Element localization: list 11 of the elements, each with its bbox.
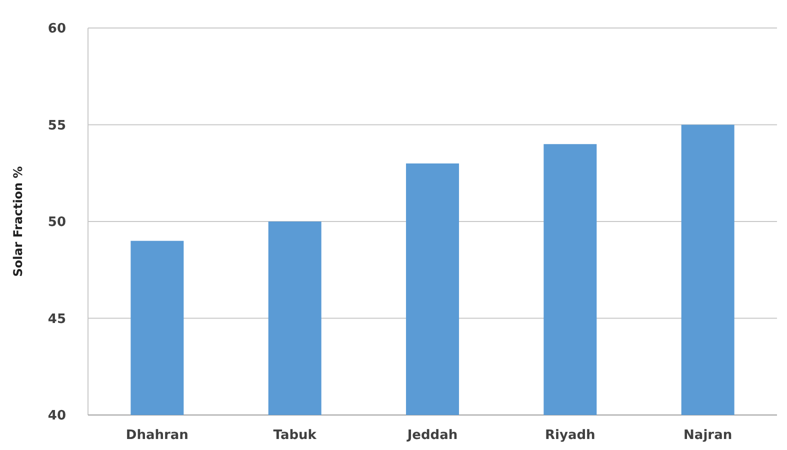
y-tick-label: 55 [48, 118, 66, 134]
x-tick-label: Jeddah [406, 428, 458, 443]
x-tick-label: Dhahran [126, 428, 188, 443]
x-tick-label: Najran [684, 428, 732, 443]
y-tick-label: 40 [48, 408, 66, 424]
x-tick-label: Tabuk [273, 428, 317, 443]
y-tick-label: 60 [48, 22, 66, 37]
y-axis-title: Solar Fraction % [11, 166, 25, 277]
y-tick-label: 45 [48, 312, 66, 327]
y-tick-label: 50 [48, 215, 66, 230]
x-tick-label: Riyadh [545, 428, 596, 443]
